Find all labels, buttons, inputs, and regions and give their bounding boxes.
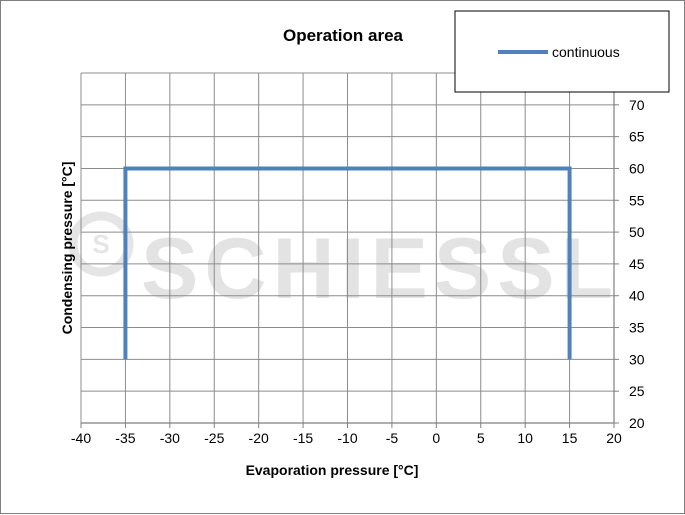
x-tick-label: 5 bbox=[477, 430, 485, 446]
watermark-text: SCHIESSL bbox=[141, 221, 619, 317]
y-tick-label: 25 bbox=[629, 383, 645, 399]
x-tick-label: -5 bbox=[386, 430, 399, 446]
x-tick-label: -35 bbox=[115, 430, 135, 446]
legend-label-continuous: continuous bbox=[552, 44, 620, 60]
x-tick-label: -40 bbox=[71, 430, 91, 446]
x-tick-label: 10 bbox=[517, 430, 533, 446]
x-tick-label: -20 bbox=[249, 430, 269, 446]
y-tick-label: 55 bbox=[629, 192, 645, 208]
y-tick-label: 50 bbox=[629, 224, 645, 240]
watermark: S SCHIESSL bbox=[73, 216, 619, 317]
x-tick-label: 15 bbox=[562, 430, 578, 446]
x-tick-label: -15 bbox=[293, 430, 313, 446]
x-tick-label: -30 bbox=[160, 430, 180, 446]
y-tick-label: 20 bbox=[629, 415, 645, 431]
y-tick-label: 65 bbox=[629, 129, 645, 145]
y-tick-label: 35 bbox=[629, 320, 645, 336]
x-tick-label: 20 bbox=[606, 430, 622, 446]
chart-title: Operation area bbox=[283, 26, 404, 45]
x-tick-label: -25 bbox=[204, 430, 224, 446]
x-tick-labels: -40 -35 -30 -25 -20 -15 -10 -5 0 5 10 15 20 bbox=[71, 423, 622, 446]
x-tick-label: -10 bbox=[337, 430, 357, 446]
x-axis-label: Evaporation pressure [°C] bbox=[246, 462, 419, 478]
y-axis-label: Condensing pressure [°C] bbox=[59, 162, 75, 335]
y-tick-label: 45 bbox=[629, 256, 645, 272]
legend: continuous bbox=[455, 11, 669, 92]
x-tick-label: 0 bbox=[432, 430, 440, 446]
watermark-logo-letter: S bbox=[92, 229, 109, 259]
y-tick-label: 70 bbox=[629, 97, 645, 113]
y-tick-label: 30 bbox=[629, 351, 645, 367]
y-tick-label: 40 bbox=[629, 288, 645, 304]
y-tick-labels: 20 25 30 35 40 45 50 55 60 65 70 bbox=[614, 97, 645, 431]
y-tick-label: 60 bbox=[629, 160, 645, 176]
